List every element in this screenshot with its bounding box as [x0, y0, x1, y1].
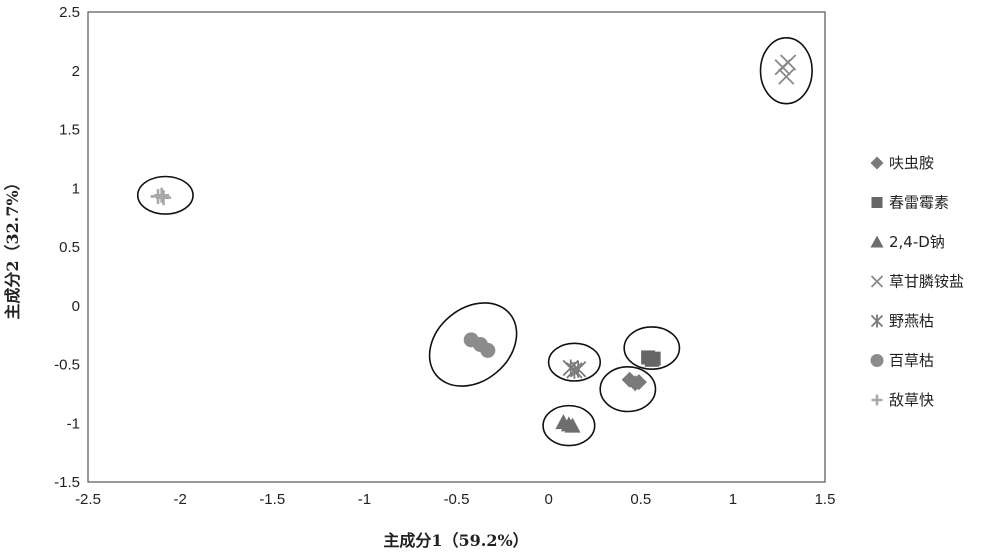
data-point [646, 351, 661, 366]
y-tick-label: 1 [72, 180, 80, 197]
x-tick-label: 0 [544, 491, 552, 508]
cluster-ellipse [599, 366, 657, 413]
legend-label: 敌草快 [889, 391, 934, 409]
data-point [564, 417, 581, 433]
cluster-ellipse [547, 342, 602, 382]
x-tick-label: -2.5 [75, 491, 101, 508]
legend-marker [871, 394, 883, 406]
legend-marker [870, 354, 884, 367]
y-tick-label: 0 [72, 298, 80, 315]
cluster-ellipse [623, 326, 681, 370]
y-tick-label: 1.5 [59, 122, 80, 139]
data-point [156, 190, 172, 206]
legend-label: 2,4-D钠 [889, 233, 945, 251]
x-axis-label: 主成分1（59.2%） [383, 531, 528, 550]
x-tick-label: -0.5 [444, 491, 470, 508]
data-point [780, 54, 797, 71]
y-tick-label: 2 [72, 63, 80, 80]
y-tick-label: 0.5 [59, 239, 80, 256]
data-point [630, 374, 647, 391]
data-points [150, 54, 797, 433]
legend-marker [870, 275, 884, 288]
x-axis-ticks: -2.5 -2 -1.5 -1 -0.5 0 0.5 1 1.5 [75, 491, 835, 508]
legend-marker [871, 197, 883, 208]
cluster-ellipse [428, 302, 518, 387]
legend-label: 野燕枯 [889, 312, 934, 330]
legend-label: 春雷霉素 [889, 194, 949, 212]
x-tick-label: -1 [358, 491, 371, 508]
cluster-ellipses [136, 37, 813, 447]
legend-marker [870, 314, 884, 328]
x-tick-label: -2 [173, 491, 186, 508]
data-point [569, 360, 587, 378]
y-axis-ticks: 2.5 2 1.5 1 0.5 0 -0.5 -1 -1.5 [54, 4, 80, 491]
data-point [778, 68, 795, 85]
y-axis-label: 主成分2（32.7%） [3, 174, 22, 319]
data-point [480, 342, 496, 358]
cluster-ellipse [759, 37, 813, 105]
legend-marker [870, 156, 884, 170]
cluster-ellipse [136, 175, 194, 215]
x-tick-label: 1 [729, 491, 737, 508]
x-tick-label: -1.5 [259, 491, 285, 508]
data-point [154, 187, 170, 203]
legend-label: 草甘膦铵盐 [889, 273, 964, 291]
x-tick-label: 1.5 [815, 491, 836, 508]
y-tick-label: -1 [67, 415, 80, 432]
legend-label: 呋虫胺 [889, 154, 934, 172]
x-tick-label: 0.5 [630, 491, 651, 508]
legend-label: 百草枯 [889, 352, 934, 370]
y-tick-label: 2.5 [59, 4, 80, 21]
y-tick-label: -1.5 [54, 474, 80, 491]
legend-marker [870, 235, 884, 248]
cluster-ellipse [542, 404, 596, 447]
plot-area-border [87, 11, 826, 483]
y-tick-label: -0.5 [54, 357, 80, 374]
